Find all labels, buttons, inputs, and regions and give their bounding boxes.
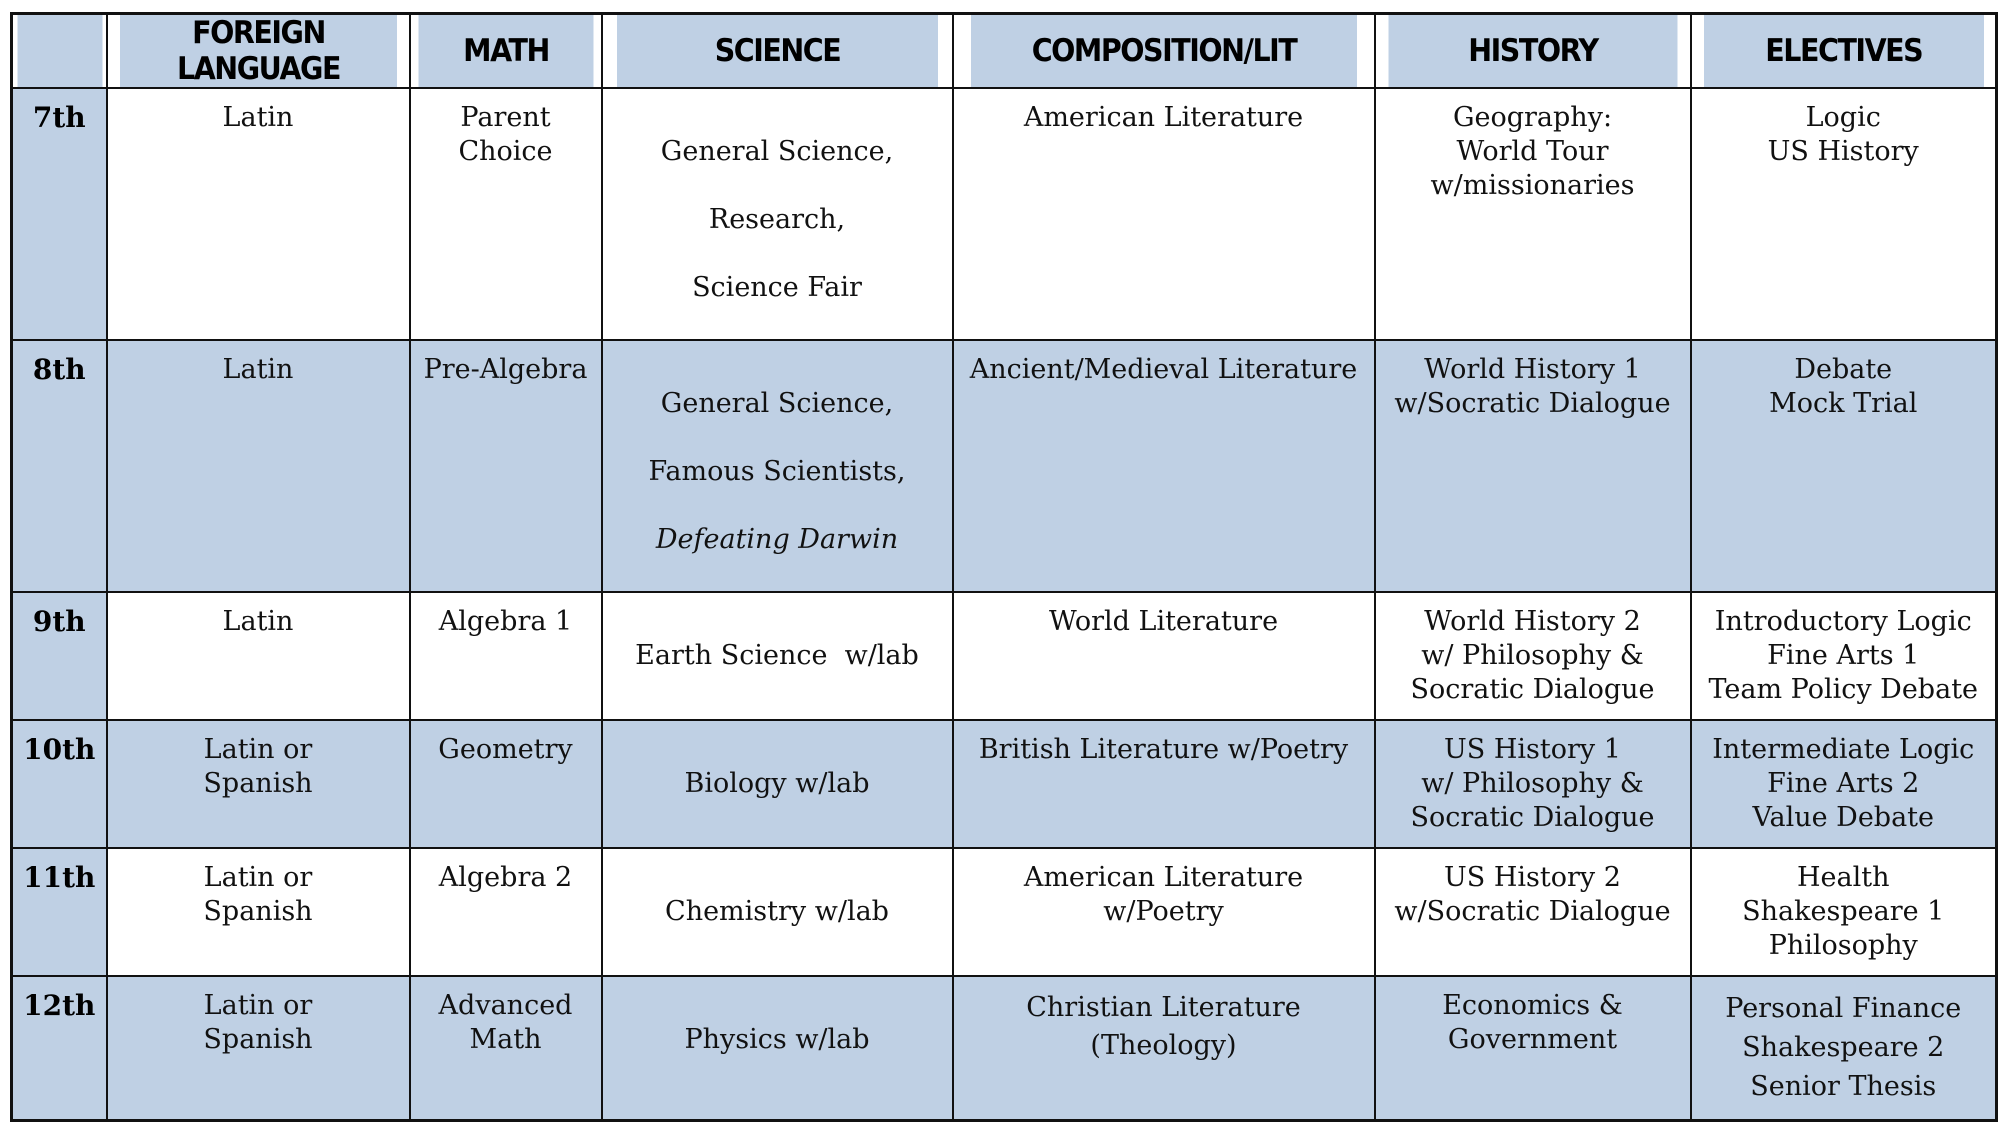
electives-cell: Intermediate Logic Fine Arts 2 Value Deb… [1689, 719, 1998, 849]
science-cell: General Science, Famous Scientists, Defe… [600, 339, 954, 593]
table-row-7th: 7th Latin Parent Choice General Science,… [10, 87, 1998, 341]
electives-cell: Debate Mock Trial [1689, 339, 1998, 593]
science-line: Chemistry w/lab [665, 896, 889, 927]
foreign-language-cell: Latin or Spanish [105, 975, 411, 1121]
electives-cell: Health Shakespeare 1 Philosophy [1689, 847, 1998, 977]
electives-cell: Personal Finance Shakespeare 2 Senior Th… [1689, 975, 1998, 1121]
science-cell: Earth Science w/lab [600, 591, 954, 721]
grade-label: 7th [10, 87, 108, 341]
composition-lit-cell: British Literature w/Poetry [951, 719, 1376, 849]
foreign-language-cell: Latin [105, 87, 411, 341]
composition-lit-cell: Christian Literature (Theology) [951, 975, 1376, 1121]
history-cell: Economics & Government [1373, 975, 1692, 1121]
science-book-title: Defeating Darwin [655, 524, 899, 555]
foreign-language-cell: Latin or Spanish [105, 847, 411, 977]
curriculum-table: FOREIGN LANGUAGE MATH SCIENCE COMPOSITIO… [10, 12, 1998, 1122]
math-cell: Advanced Math [408, 975, 603, 1121]
header-math: MATH [416, 12, 595, 89]
electives-cell: Introductory Logic Fine Arts 1 Team Poli… [1689, 591, 1998, 721]
composition-lit-cell: Ancient/Medieval Literature [951, 339, 1376, 593]
math-cell: Geometry [408, 719, 603, 849]
math-cell: Pre-Algebra [408, 339, 603, 593]
table-row-11th: 11th Latin or Spanish Algebra 2 Chemistr… [10, 847, 1998, 977]
table-row-10th: 10th Latin or Spanish Geometry Biology w… [10, 719, 1998, 849]
grade-label: 9th [10, 591, 108, 721]
foreign-language-cell: Latin [105, 339, 411, 593]
foreign-language-cell: Latin or Spanish [105, 719, 411, 849]
header-row: FOREIGN LANGUAGE MATH SCIENCE COMPOSITIO… [12, 12, 1997, 89]
history-cell: US History 2 w/Socratic Dialogue [1373, 847, 1692, 977]
header-history: HISTORY [1386, 12, 1679, 89]
science-line: General Science, [660, 136, 894, 167]
table-row-8th: 8th Latin Pre-Algebra General Science, F… [10, 339, 1998, 593]
composition-lit-cell: American Literature w/Poetry [951, 847, 1376, 977]
science-cell: Chemistry w/lab [600, 847, 954, 977]
grade-label: 10th [10, 719, 108, 849]
math-cell: Algebra 2 [408, 847, 603, 977]
science-cell: Biology w/lab [600, 719, 954, 849]
science-line: Earth Science w/lab [635, 640, 919, 671]
history-cell: World History 1 w/Socratic Dialogue [1373, 339, 1692, 593]
grade-label: 12th [10, 975, 108, 1121]
composition-lit-cell: American Literature [951, 87, 1376, 341]
header-corner [14, 12, 104, 89]
math-cell: Parent Choice [408, 87, 603, 341]
math-cell: Algebra 1 [408, 591, 603, 721]
table-row-9th: 9th Latin Algebra 1 Earth Science w/lab … [10, 591, 1998, 721]
header-composition-lit: COMPOSITION/LIT [968, 12, 1359, 89]
science-line: Famous Scientists, [648, 456, 906, 487]
science-line: Physics w/lab [684, 1024, 870, 1055]
header-foreign-language: FOREIGN LANGUAGE [117, 12, 399, 89]
science-line: Science Fair [692, 272, 862, 303]
header-electives: ELECTIVES [1701, 12, 1986, 89]
foreign-language-cell: Latin [105, 591, 411, 721]
table-row-12th: 12th Latin or Spanish Advanced Math Phys… [10, 975, 1998, 1121]
grade-label: 11th [10, 847, 108, 977]
history-cell: US History 1 w/ Philosophy & Socratic Di… [1373, 719, 1692, 849]
header-science: SCIENCE [614, 12, 940, 89]
electives-cell: Logic US History [1689, 87, 1998, 341]
history-cell: Geography: World Tour w/missionaries [1373, 87, 1692, 341]
grade-label: 8th [10, 339, 108, 593]
history-cell: World History 2 w/ Philosophy & Socratic… [1373, 591, 1692, 721]
science-cell: General Science, Research, Science Fair [600, 87, 954, 341]
science-line: Research, [708, 204, 846, 235]
science-line: Biology w/lab [684, 768, 870, 799]
composition-lit-cell: World Literature [951, 591, 1376, 721]
science-cell: Physics w/lab [600, 975, 954, 1121]
science-line: General Science, [660, 388, 894, 419]
